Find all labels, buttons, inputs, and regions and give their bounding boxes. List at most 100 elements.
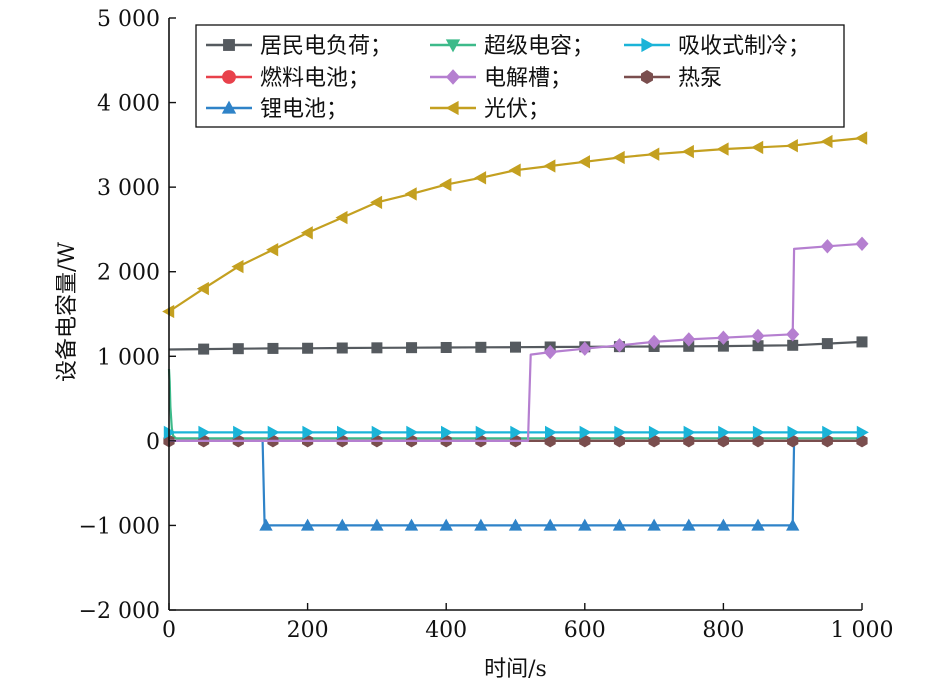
data-point [474, 518, 488, 531]
data-point [612, 518, 627, 531]
data-point [612, 338, 627, 353]
legend-label: 锂电池； [260, 97, 348, 122]
series-line [167, 368, 862, 440]
data-point [545, 425, 558, 440]
data-point [786, 518, 800, 531]
data-point [300, 226, 313, 240]
y-tick-label: 1 000 [97, 345, 160, 370]
data-point [682, 332, 696, 347]
y-tick-label: −2 000 [79, 599, 160, 624]
y-axis-title: 设备电容量/W [55, 242, 80, 382]
data-point [508, 518, 523, 531]
data-point [820, 134, 833, 149]
x-ticks: 0 200 400 600 800 1 000 [162, 603, 893, 643]
data-point [718, 425, 731, 440]
series-1 [167, 368, 862, 440]
data-point [267, 342, 279, 354]
legend-item: 居民电负荷； [206, 34, 392, 59]
data-point [751, 140, 764, 155]
data-point [787, 339, 799, 351]
data-point [370, 518, 384, 531]
legend-label: 电解槽； [484, 66, 572, 91]
legend-item: 热泵 [624, 66, 722, 91]
data-point [406, 342, 418, 354]
legend-marker [641, 70, 653, 84]
data-point [267, 425, 280, 440]
data-point [474, 171, 487, 185]
data-point [543, 159, 556, 173]
data-point [510, 425, 523, 440]
data-point [508, 163, 521, 177]
data-point [300, 518, 315, 531]
data-point [231, 259, 244, 274]
legend-box [195, 24, 845, 128]
y-tick-label: 2 000 [97, 261, 160, 286]
legend-marker [641, 37, 655, 53]
data-point [820, 239, 834, 254]
legend-item: 电解槽； [430, 66, 572, 91]
legend-label: 光伏； [484, 97, 550, 122]
data-point [577, 155, 590, 169]
series-line [169, 439, 862, 527]
data-point [855, 131, 868, 145]
data-point [578, 341, 592, 356]
data-point [716, 518, 731, 531]
data-point [716, 330, 730, 345]
data-point [370, 195, 383, 210]
data-point [439, 518, 453, 531]
x-tick-label: 0 [162, 618, 176, 643]
series-4 [169, 236, 869, 442]
data-point [578, 518, 592, 531]
legend-label: 超级电容； [484, 34, 594, 59]
legend-marker [222, 70, 236, 84]
x-tick-label: 800 [702, 618, 744, 643]
series-layer [162, 131, 869, 531]
axes-layer: 0 200 400 600 800 1 000 −2 000 −1 000 0 1 000 2 0… [79, 7, 894, 643]
data-point [787, 425, 800, 440]
x-tick-label: 1 000 [831, 618, 894, 643]
data-point [198, 425, 211, 440]
data-point [855, 236, 869, 251]
data-point [475, 341, 487, 353]
legend-item: 超级电容； [430, 34, 594, 59]
x-axis-title: 时间/s [484, 657, 547, 682]
data-point [302, 342, 314, 354]
legend-item: 光伏； [430, 97, 550, 122]
legend-marker [445, 39, 461, 53]
x-tick-label: 200 [287, 618, 329, 643]
data-point [233, 425, 246, 440]
legend-label: 吸收式制冷； [678, 34, 810, 59]
data-point [198, 343, 210, 355]
data-point [752, 425, 765, 440]
legend-marker [445, 100, 459, 116]
legend-marker [223, 39, 235, 51]
data-point [335, 518, 349, 531]
data-point [336, 425, 350, 440]
y-ticks: −2 000 −1 000 0 1 000 2 000 3 000 4 000 5 000 [79, 7, 176, 624]
data-point [682, 518, 696, 531]
data-point [440, 341, 452, 353]
data-point [579, 425, 592, 440]
legend-marker [445, 69, 461, 85]
y-tick-label: −1 000 [79, 514, 160, 539]
data-point [509, 341, 521, 353]
data-point [543, 518, 557, 531]
legend-item: 吸收式制冷； [624, 34, 810, 59]
data-point [232, 343, 244, 355]
data-point [614, 425, 627, 440]
data-point [404, 187, 417, 201]
data-point [683, 425, 696, 440]
data-point [371, 425, 384, 440]
series-6 [169, 439, 862, 531]
data-point [856, 336, 868, 348]
x-tick-label: 600 [564, 618, 606, 643]
legend-label: 居民电负荷； [260, 34, 392, 59]
data-point [475, 425, 488, 440]
data-point [266, 243, 279, 257]
data-point [196, 281, 209, 296]
data-point [440, 425, 454, 440]
y-tick-label: 3 000 [97, 176, 160, 201]
data-point [302, 425, 315, 440]
